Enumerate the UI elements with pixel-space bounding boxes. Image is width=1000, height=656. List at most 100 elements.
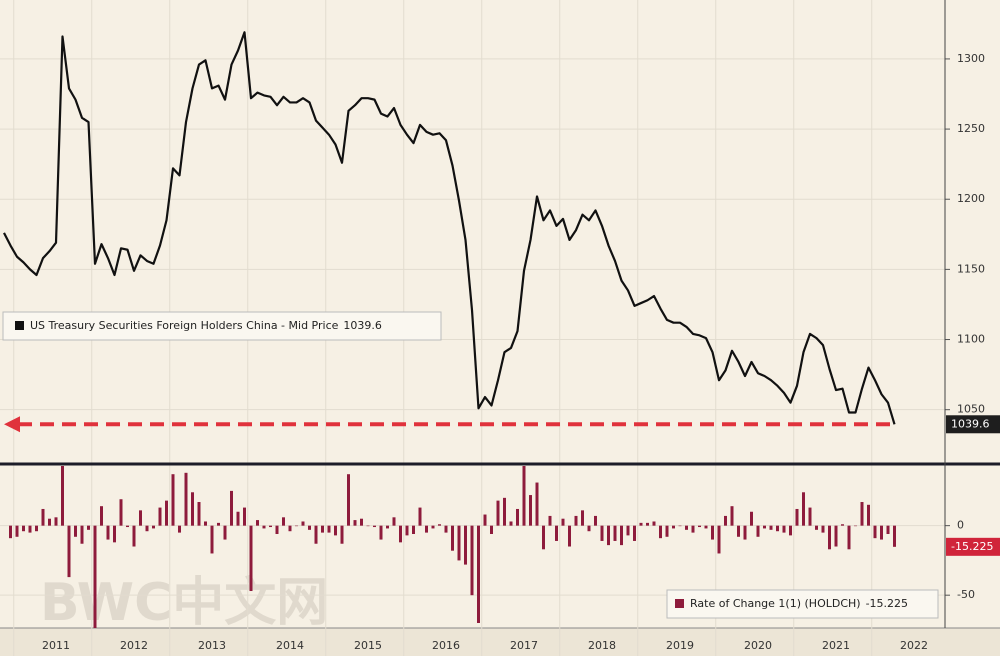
last-value-label: -15.225 bbox=[951, 540, 993, 553]
bar bbox=[490, 525, 493, 534]
bar bbox=[54, 517, 58, 526]
y-tick-label: 1100 bbox=[957, 333, 985, 346]
bar bbox=[132, 525, 136, 547]
bar bbox=[802, 492, 805, 526]
bar bbox=[119, 499, 123, 526]
bar bbox=[678, 525, 682, 527]
x-tick-label: 2014 bbox=[276, 639, 304, 652]
bar bbox=[171, 474, 175, 526]
x-tick-label: 2013 bbox=[198, 639, 226, 652]
bar bbox=[256, 520, 259, 526]
bar bbox=[704, 525, 708, 529]
bar bbox=[165, 500, 168, 526]
bar bbox=[431, 525, 435, 529]
bar bbox=[808, 507, 812, 526]
x-tick-label: 2022 bbox=[900, 639, 928, 652]
bar bbox=[464, 525, 467, 565]
bar bbox=[145, 525, 149, 532]
legend-value: -15.225 bbox=[866, 597, 908, 610]
bar bbox=[249, 525, 253, 592]
bar bbox=[41, 508, 45, 526]
bar bbox=[204, 521, 207, 526]
bar bbox=[386, 525, 389, 529]
y-tick-label: 1200 bbox=[957, 192, 985, 205]
line bbox=[3, 31, 896, 425]
bar bbox=[282, 517, 285, 526]
bar bbox=[555, 525, 558, 541]
legend-value: 1039.6 bbox=[343, 319, 382, 332]
bar bbox=[587, 525, 591, 532]
bar bbox=[763, 525, 766, 529]
bar bbox=[93, 525, 97, 628]
bar bbox=[392, 517, 396, 526]
bar bbox=[74, 525, 77, 537]
bar bbox=[126, 525, 129, 528]
bar bbox=[626, 525, 630, 536]
bar bbox=[639, 522, 643, 526]
x-axis-band bbox=[0, 628, 1000, 656]
bar bbox=[854, 525, 857, 527]
bar bbox=[399, 525, 402, 543]
bar bbox=[444, 525, 448, 533]
bar bbox=[223, 525, 227, 540]
bar bbox=[743, 525, 747, 540]
x-tick-label: 2019 bbox=[666, 639, 694, 652]
bar bbox=[542, 525, 545, 550]
bar bbox=[308, 525, 311, 530]
bar bbox=[477, 525, 480, 623]
bar bbox=[503, 497, 506, 526]
bar bbox=[769, 525, 773, 530]
bar bbox=[178, 525, 181, 533]
bar bbox=[269, 525, 272, 528]
bar bbox=[815, 525, 818, 530]
bar bbox=[158, 507, 162, 526]
bar bbox=[659, 525, 662, 539]
legend-text: US Treasury Securities Foreign Holders C… bbox=[30, 319, 382, 332]
bar bbox=[334, 525, 337, 536]
bar bbox=[22, 525, 25, 532]
bar bbox=[236, 511, 240, 526]
bar bbox=[295, 525, 298, 527]
reference-arrow bbox=[4, 416, 20, 433]
y-tick-label: 1150 bbox=[957, 262, 985, 275]
legend-box bbox=[666, 589, 939, 619]
bar bbox=[665, 525, 669, 537]
x-tick-label: 2021 bbox=[822, 639, 850, 652]
bar bbox=[483, 514, 487, 526]
bar bbox=[860, 502, 864, 526]
x-tick-label: 2018 bbox=[588, 639, 616, 652]
bar bbox=[613, 525, 617, 541]
bar bbox=[750, 511, 753, 526]
bar bbox=[470, 525, 474, 596]
bar bbox=[67, 525, 71, 578]
x-tick-label: 2017 bbox=[510, 639, 538, 652]
bar bbox=[522, 466, 526, 526]
bar bbox=[685, 525, 688, 530]
y-tick-label: 1250 bbox=[957, 122, 985, 135]
bar bbox=[516, 508, 519, 526]
bar bbox=[880, 525, 883, 540]
bar bbox=[548, 515, 552, 526]
bar bbox=[535, 482, 539, 526]
bar bbox=[61, 466, 64, 526]
bar bbox=[867, 504, 870, 526]
bar bbox=[139, 510, 142, 526]
bar bbox=[275, 525, 279, 534]
bar bbox=[893, 525, 896, 547]
bar bbox=[821, 525, 825, 533]
bar bbox=[418, 507, 422, 526]
y-tick-label: 1050 bbox=[957, 403, 985, 416]
legend-box bbox=[2, 311, 442, 341]
y-tick-label: 0 bbox=[957, 519, 964, 532]
bar bbox=[529, 495, 532, 526]
bar bbox=[217, 522, 220, 526]
bar bbox=[789, 525, 792, 536]
bar bbox=[737, 525, 740, 537]
bar bbox=[730, 506, 734, 526]
bar bbox=[834, 525, 838, 547]
line-group bbox=[3, 31, 896, 425]
bar bbox=[373, 525, 376, 528]
bar bbox=[184, 472, 188, 526]
bar bbox=[243, 507, 246, 526]
bar bbox=[873, 525, 877, 539]
